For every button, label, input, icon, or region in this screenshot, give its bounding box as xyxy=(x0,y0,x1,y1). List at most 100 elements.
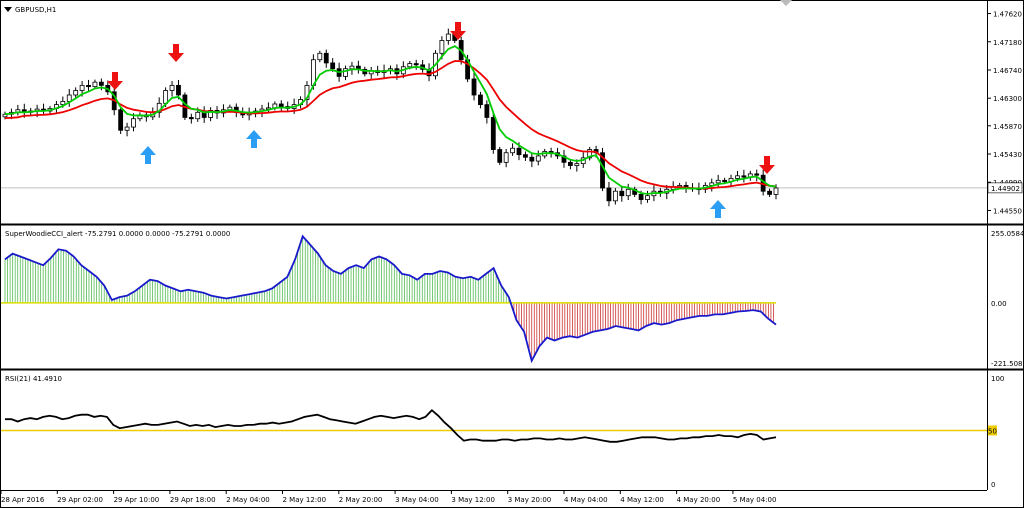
rsi-level-box xyxy=(987,425,997,436)
price-tick-label: 1.45870 xyxy=(993,123,1022,131)
candle-body xyxy=(208,109,214,118)
candle-body xyxy=(439,40,445,54)
cci-line xyxy=(4,234,777,364)
cci-tick-label: -221.5087 xyxy=(991,360,1024,368)
symbol-label: GBPUSD,H1 xyxy=(15,6,56,14)
candle-body xyxy=(574,163,580,166)
buy-arrow-icon xyxy=(140,146,156,164)
time-tick-label: 2 May 20:00 xyxy=(339,496,383,504)
candle-body xyxy=(98,81,104,86)
fast-ma-line xyxy=(4,45,777,195)
candle-body xyxy=(413,63,419,66)
time-tick-label: 4 May 20:00 xyxy=(677,496,721,504)
candle-body xyxy=(131,118,136,128)
candle-body xyxy=(195,111,201,120)
candle-body xyxy=(60,101,66,106)
candle-body xyxy=(735,175,740,179)
price-tick-label: 1.46300 xyxy=(993,95,1022,103)
candle-body xyxy=(176,84,181,96)
candle-body xyxy=(330,62,336,70)
candle-body xyxy=(619,190,625,197)
candle-body xyxy=(490,117,496,150)
candle-body xyxy=(445,33,451,41)
candle-body xyxy=(278,103,284,107)
candle-body xyxy=(188,117,194,120)
scroll-marker-icon[interactable] xyxy=(780,0,792,6)
time-tick-label: 29 Apr 10:00 xyxy=(114,496,160,504)
candle-body xyxy=(612,190,618,202)
candle-body xyxy=(2,113,8,118)
candle-body xyxy=(529,156,535,162)
price-pane[interactable]: 1.47620 1.47180 1.46740 1.46300 1.45870 1.454… xyxy=(0,11,1023,218)
time-tick-label: 28 Apr 2016 xyxy=(1,496,45,504)
rsi-pane[interactable]: 100 50 0 xyxy=(0,375,1004,489)
sell-arrow-icon xyxy=(759,156,775,174)
candle-body xyxy=(407,63,413,68)
time-tick-label: 2 May 12:00 xyxy=(283,496,327,504)
candle-body xyxy=(343,68,348,77)
candle-body xyxy=(773,187,779,195)
price-tick-label: 1.47180 xyxy=(993,39,1022,47)
candle-body xyxy=(317,52,323,61)
candle-body xyxy=(92,81,98,88)
cci-label: SuperWoodieCCI_alert -75.2791 0.0000 0.0… xyxy=(5,230,230,238)
rsi-line xyxy=(5,408,777,443)
candle-body xyxy=(497,149,503,163)
dropdown-triangle-icon[interactable] xyxy=(4,7,12,12)
rsi-tick-label: 50 xyxy=(988,428,997,436)
candle-body xyxy=(503,152,509,163)
candle-body xyxy=(767,190,772,195)
sell-arrow-icon xyxy=(168,44,184,62)
candle-body xyxy=(484,104,490,118)
buy-arrow-icon xyxy=(710,200,726,218)
time-tick-label: 4 May 12:00 xyxy=(620,496,664,504)
time-tick-label: 4 May 04:00 xyxy=(564,496,608,504)
time-tick-label: 3 May 20:00 xyxy=(508,496,552,504)
time-tick-label: 29 Apr 02:00 xyxy=(57,496,103,504)
candle-body xyxy=(323,52,329,64)
candle-body xyxy=(715,179,721,184)
rsi-tick-label: 100 xyxy=(991,375,1004,383)
time-tick-label: 3 May 12:00 xyxy=(451,496,495,504)
time-tick-label: 5 May 04:00 xyxy=(733,496,777,504)
price-tick-label: 1.47620 xyxy=(993,11,1022,19)
candle-body xyxy=(606,187,612,202)
candle-body xyxy=(86,84,91,88)
candle-body xyxy=(169,84,175,91)
candle-body xyxy=(535,155,541,162)
time-tick-label: 2 May 04:00 xyxy=(226,496,270,504)
candle-body xyxy=(638,194,644,200)
candle-body xyxy=(523,154,528,158)
price-tick-label: 1.46740 xyxy=(993,67,1022,75)
cci-tick-label: 255.0584 xyxy=(991,230,1024,238)
candle-body xyxy=(79,84,85,91)
candle-body xyxy=(645,195,650,200)
candle-body xyxy=(587,149,593,159)
candle-body xyxy=(754,173,760,176)
cci-tick-label: 0.00 xyxy=(991,300,1007,308)
price-tick-label: 1.45430 xyxy=(993,151,1022,159)
candle-body xyxy=(118,109,124,131)
rsi-tick-label: 0 xyxy=(991,481,995,489)
cci-pane[interactable]: 255.0584 0.00 -221.5087 xyxy=(0,230,1024,368)
candle-body xyxy=(625,188,631,197)
price-tick-label: 1.44550 xyxy=(993,207,1022,215)
time-tick-label: 29 Apr 18:00 xyxy=(170,496,216,504)
rsi-label: RSI(21) 41.4910 xyxy=(5,375,62,383)
current-price-label: 1.44902 xyxy=(991,185,1020,193)
sell-arrow-icon xyxy=(107,72,123,90)
candle-body xyxy=(510,147,515,154)
candle-body xyxy=(741,175,747,178)
candle-body xyxy=(349,65,355,70)
time-tick-label: 3 May 04:00 xyxy=(395,496,439,504)
candle-body xyxy=(163,90,169,104)
slow-ma-line xyxy=(4,60,777,190)
candle-body xyxy=(516,147,522,156)
candle-body xyxy=(722,179,727,182)
candle-body xyxy=(73,90,79,96)
candle-body xyxy=(124,126,130,131)
candle-body xyxy=(471,78,477,96)
candle-body xyxy=(568,161,573,166)
sell-arrow-icon xyxy=(450,22,466,40)
